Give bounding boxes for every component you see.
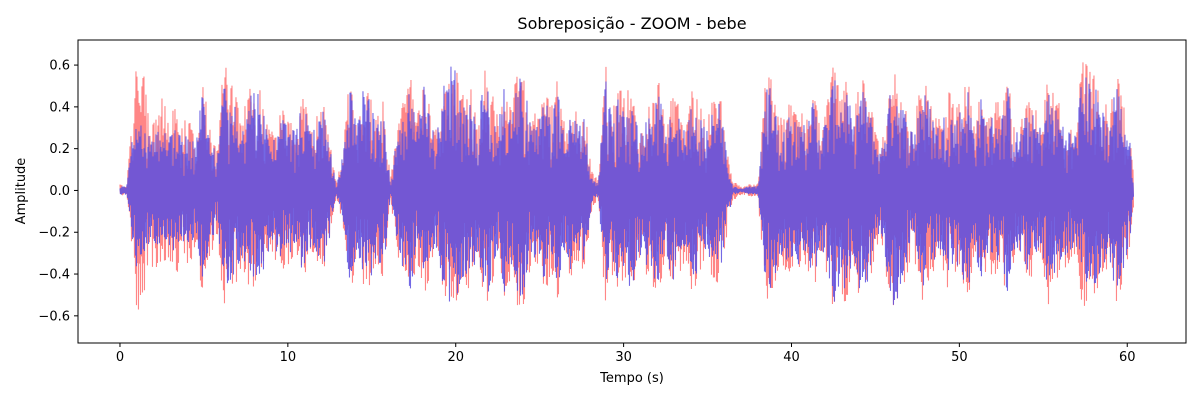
series-line-2	[119, 66, 1135, 305]
x-axis-label: Tempo (s)	[599, 371, 664, 386]
x-tick-label: 10	[280, 350, 297, 365]
chart-title: Sobreposição - ZOOM - bebe	[517, 14, 746, 33]
plot-frame	[77, 39, 1187, 344]
x-tick-label: 40	[783, 350, 800, 365]
y-tick-label: 0.2	[49, 142, 70, 157]
y-tick-label: 0.0	[49, 184, 70, 199]
x-tick-label: 50	[951, 350, 968, 365]
x-tick-label: 60	[1119, 350, 1136, 365]
x-tick-label: 0	[116, 350, 124, 365]
y-tick-label: −0.4	[38, 268, 70, 283]
y-tick-label: 0.4	[49, 100, 70, 115]
y-tick-label: −0.2	[38, 226, 70, 241]
x-tick-label: 20	[447, 350, 464, 365]
x-tick-label: 30	[615, 350, 632, 365]
y-tick-label: −0.6	[38, 309, 70, 324]
y-axis-label: Amplitude	[14, 158, 29, 225]
x-axis-ticks: 0 10 20 30 40 50 60	[116, 343, 1136, 365]
y-axis-ticks: −0.6 −0.4 −0.2 0.0 0.2 0.4 0.6	[38, 59, 78, 324]
series-layer	[119, 62, 1135, 310]
y-tick-label: 0.6	[49, 59, 70, 74]
plot-area	[77, 39, 1187, 344]
